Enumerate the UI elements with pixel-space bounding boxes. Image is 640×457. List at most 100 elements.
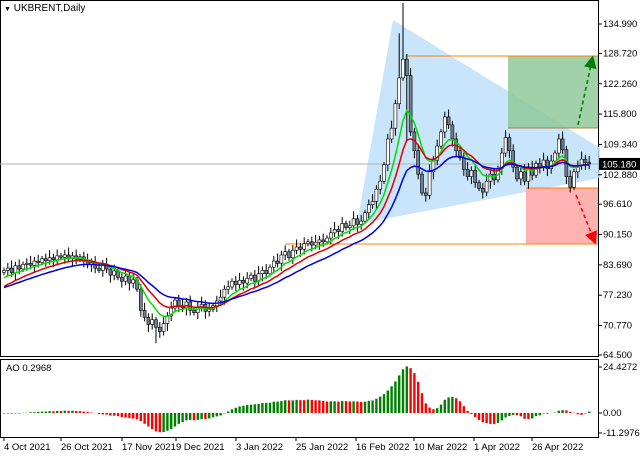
ao-bar — [48, 411, 51, 413]
ao-bar — [379, 396, 382, 413]
target-down-zone — [526, 188, 598, 244]
candle-bear — [568, 176, 573, 188]
candle-bull — [363, 212, 367, 222]
ao-bar — [584, 413, 587, 414]
ao-bar — [185, 413, 188, 421]
price-tick-label: 64.500 — [603, 350, 632, 361]
ao-bar — [306, 399, 310, 413]
ao-bar — [162, 413, 165, 433]
ao-bar — [139, 413, 142, 422]
candle-bear — [287, 251, 291, 259]
ao-bar — [261, 402, 264, 413]
candle-bear — [473, 170, 478, 183]
ao-bar — [211, 413, 215, 418]
candle-bull — [6, 267, 10, 271]
candle-bull — [378, 180, 383, 190]
candle-bull — [553, 152, 557, 162]
candle-bear — [583, 158, 588, 163]
candle-bull — [222, 288, 227, 298]
ao-bar — [105, 413, 108, 415]
ao-panel-frame — [0, 359, 599, 438]
ao-bar — [272, 401, 275, 413]
candle-bull — [32, 260, 37, 266]
ao-bar — [519, 413, 522, 417]
ao-bar — [295, 399, 298, 413]
candle-bull — [359, 220, 364, 225]
price-tick-label: 77.230 — [603, 290, 632, 301]
candle-bull — [237, 280, 242, 285]
ao-bar — [523, 413, 526, 419]
ao-bar — [489, 413, 492, 424]
ma-slow-line — [3, 155, 590, 305]
ao-bar — [147, 413, 150, 427]
ao-bar — [341, 401, 344, 413]
ao-bar — [238, 406, 241, 413]
ao-bar — [561, 410, 564, 413]
ao-bar — [390, 386, 393, 413]
ao-bar — [200, 413, 203, 420]
candle-bull — [169, 307, 173, 317]
ao-bar — [371, 400, 374, 413]
candle-bull — [283, 251, 288, 256]
ao-bar — [67, 410, 70, 413]
candle-bull — [150, 319, 154, 325]
ao-bar — [268, 402, 272, 413]
ao-bar — [322, 401, 325, 413]
chart-title[interactable]: ▼ UKBRENT,Daily — [4, 3, 85, 14]
ma-fast-line — [3, 109, 590, 318]
ao-bar — [177, 413, 180, 424]
candle-bear — [234, 280, 238, 285]
candle-bear — [28, 263, 33, 266]
candle-bull — [302, 243, 307, 250]
ao-bar — [219, 413, 222, 416]
candle-bull — [389, 127, 394, 140]
ao-bar — [204, 413, 207, 420]
ao-bar — [386, 390, 389, 413]
candle-bear — [36, 260, 41, 263]
ao-bar — [576, 413, 579, 415]
ao-bar — [310, 399, 313, 413]
candle-bear — [420, 173, 424, 194]
price-tick-label: 96.610 — [603, 199, 632, 210]
ao-bar — [40, 411, 44, 413]
ao-bar — [344, 401, 348, 413]
candle-bear — [321, 239, 326, 243]
candle-bear — [139, 288, 143, 311]
ao-tick-label: 0.00 — [603, 408, 622, 419]
ao-bar — [44, 411, 47, 413]
candle-bull — [385, 138, 390, 166]
ao-bar — [78, 411, 82, 413]
candle-bull — [435, 145, 440, 161]
candle-bull — [397, 77, 402, 105]
ao-bar — [508, 413, 511, 416]
time-tick-label: 10 Mar 2022 — [414, 442, 467, 453]
candle-bear — [511, 150, 516, 168]
candle-bull — [101, 264, 105, 271]
candle-bull — [556, 138, 561, 154]
candle-bear — [465, 169, 470, 177]
candle-bear — [587, 162, 592, 165]
candle-bear — [458, 150, 462, 159]
candle-bear — [9, 267, 14, 274]
candle-bear — [43, 258, 48, 261]
candle-bull — [230, 280, 234, 288]
ao-bar — [29, 412, 32, 413]
dropdown-triangle-icon[interactable]: ▼ — [4, 6, 11, 13]
candle-bull — [439, 131, 443, 147]
candle-bull — [317, 239, 322, 243]
candle-bull — [207, 309, 211, 312]
candle-bull — [62, 254, 67, 258]
ao-bar — [481, 413, 484, 423]
ao-bar — [276, 401, 279, 413]
time-tick-label: 4 Oct 2021 — [4, 442, 50, 453]
ao-bar — [363, 401, 367, 413]
ao-bar — [466, 410, 469, 413]
ao-bar — [116, 413, 120, 417]
candle-bull — [21, 264, 25, 270]
time-tick-label: 26 Oct 2021 — [61, 442, 113, 453]
candle-bull — [366, 204, 371, 213]
ao-bar — [257, 403, 260, 413]
ao-bar — [173, 413, 177, 427]
